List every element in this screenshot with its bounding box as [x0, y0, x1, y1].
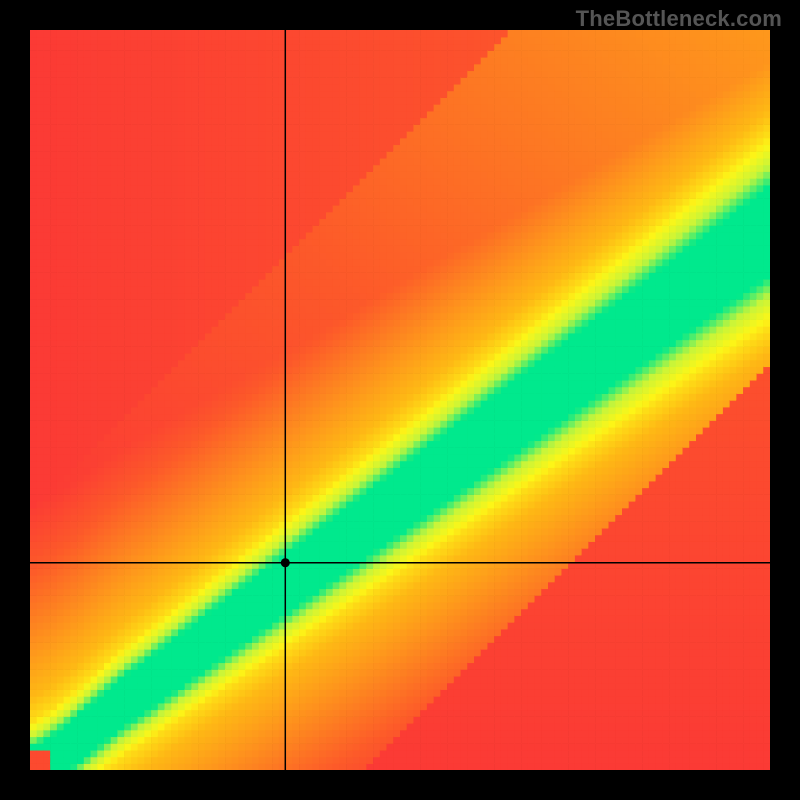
- bottleneck-heatmap: [30, 30, 770, 770]
- plot-area: [30, 30, 770, 770]
- figure-frame: TheBottleneck.com: [0, 0, 800, 800]
- watermark-label: TheBottleneck.com: [576, 6, 782, 32]
